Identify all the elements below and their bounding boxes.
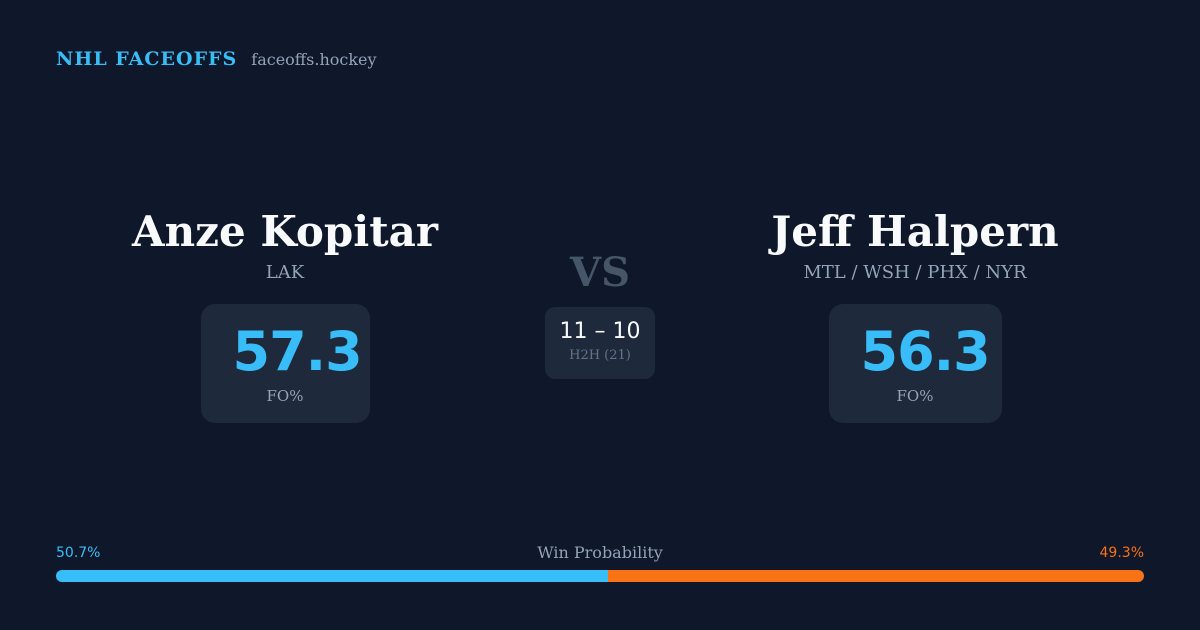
player-left-fo-label: FO% [266,387,304,405]
player-left-fo-value: 57.3 [232,320,363,383]
win-probability-title: Win Probability [537,543,663,562]
brand-domain: faceoffs.hockey [251,50,377,69]
win-probability-labels: 50.7% Win Probability 49.3% [56,543,1144,563]
brand-header: NHL FACEOFFS faceoffs.hockey [56,48,377,70]
win-probability-section: 50.7% Win Probability 49.3% [56,543,1144,582]
player-right-fo-value: 56.3 [860,320,991,383]
player-left-panel: Anze Kopitar LAK 57.3 FO% [55,206,515,423]
player-right-fo-label: FO% [896,387,934,405]
brand-title: NHL FACEOFFS [56,48,238,70]
win-probability-left-fill [56,570,608,582]
player-left-team: LAK [265,262,305,283]
player-right-name: Jeff Halpern [771,207,1059,256]
vs-label: VS [570,249,630,296]
player-right-team: MTL / WSH / PHX / NYR [803,262,1027,283]
h2h-card: 11 – 10 H2H (21) [545,307,655,379]
win-probability-right-value: 49.3% [1099,545,1144,561]
player-right-fo-card: 56.3 FO% [828,304,1002,423]
player-left-fo-card: 57.3 FO% [200,304,370,423]
player-right-panel: Jeff Halpern MTL / WSH / PHX / NYR 56.3 … [685,206,1145,423]
h2h-label: H2H (21) [569,348,631,363]
win-probability-bar [56,570,1144,582]
h2h-score: 11 – 10 [559,319,641,344]
win-probability-right-fill [607,570,1144,582]
player-left-name: Anze Kopitar [132,207,438,256]
win-probability-left-value: 50.7% [56,545,101,561]
